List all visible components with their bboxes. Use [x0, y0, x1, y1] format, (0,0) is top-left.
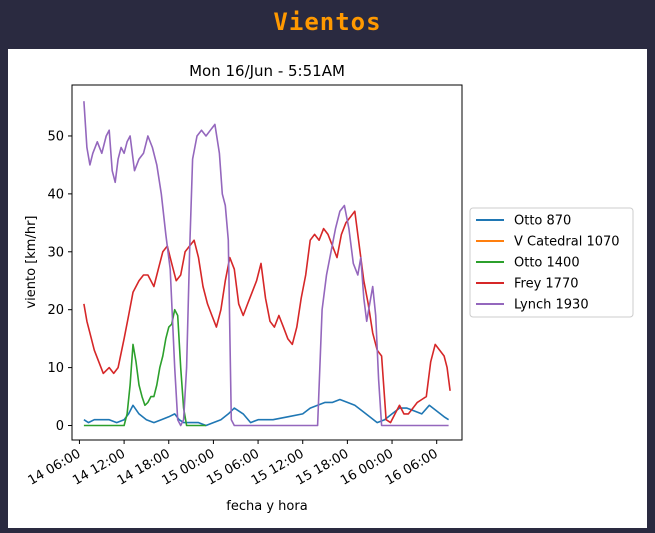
series-line-0 [83, 398, 450, 427]
y-tick-label: 30 [47, 245, 64, 260]
header-bar: Vientos [0, 0, 655, 44]
page-title: Vientos [273, 8, 382, 36]
y-tick-label: 0 [56, 419, 64, 434]
y-tick-label: 40 [47, 187, 64, 202]
y-tick-label: 10 [47, 361, 64, 376]
y-tick-label: 20 [47, 303, 64, 318]
legend-box [469, 207, 634, 318]
series-line-2 [83, 308, 206, 427]
legend-label: Otto 870 [514, 214, 571, 229]
legend-label: Otto 1400 [514, 256, 580, 271]
legend-label: Lynch 1930 [514, 298, 589, 313]
y-axis: 0 10 20 30 40 50 [47, 129, 72, 434]
legend: Otto 870 V Catedral 1070 Otto 1400 Frey 177… [469, 207, 634, 318]
x-axis-label: fecha y hora [226, 499, 307, 514]
chart-panel: Mon 16/Jun - 5:51AM 0 10 20 30 40 50 14 06:00… [8, 49, 647, 528]
y-axis-label: viento [km/hr] [24, 215, 39, 308]
series-layer [83, 101, 451, 427]
legend-label: Frey 1770 [514, 277, 579, 292]
chart-title: Mon 16/Jun - 5:51AM [189, 62, 345, 80]
plot-area [71, 84, 463, 441]
wind-chart: Mon 16/Jun - 5:51AM 0 10 20 30 40 50 14 06:00… [24, 62, 634, 514]
y-tick-label: 50 [47, 129, 64, 144]
series-line-4 [83, 101, 449, 427]
legend-label: V Catedral 1070 [514, 235, 620, 250]
series-line-3 [83, 210, 451, 424]
